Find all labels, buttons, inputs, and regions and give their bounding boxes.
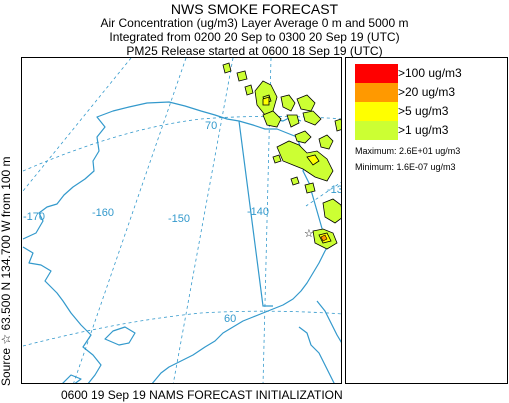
lat-label-60: 60 [224,313,236,325]
minimum-value: Minimum: 1.6E-07 ug/m3 [355,162,456,172]
smoke-map: ☆ -170 -160 -150 -140 -130 70 60 [21,57,342,384]
integration-period: Integrated from 0200 20 Sep to 0300 20 S… [109,30,400,44]
source-location-text: Source ☆ 63.500 N 134.700 W from 100 m [0,156,13,386]
legend-label-100: >100 ug/m3 [398,66,462,80]
source-star-icon: ☆ [304,227,314,240]
smoke-core [262,96,332,244]
legend-label-5: >5 ug/m3 [398,104,449,118]
legend: >100 ug/m3 >20 ug/m3 >5 ug/m3 >1 ug/m3 M… [345,57,508,384]
legend-swatch-1 [355,121,398,140]
legend-label-1: >1 ug/m3 [398,123,449,137]
smoke-peak [320,234,328,242]
smoke-plumes [222,62,341,250]
lon-label-160: -160 [92,207,114,219]
legend-label-20: >20 ug/m3 [398,85,456,99]
map-canvas: ☆ -170 -160 -150 -140 -130 70 60 [22,58,342,383]
release-info: PM25 Release started at 0600 18 Sep 19 (… [126,44,383,58]
lon-label-170: -170 [23,211,45,223]
legend-swatch-5 [355,102,398,121]
legend-swatch-100 [355,64,398,83]
lon-label-150: -150 [168,213,190,225]
maximum-value: Maximum: 2.6E+01 ug/m3 [355,146,461,156]
initialization-label: 0600 19 Sep 19 NAMS FORECAST INITIALIZAT… [61,388,343,402]
forecast-title: NWS SMOKE FORECAST [170,1,339,17]
legend-swatch-20 [355,83,398,102]
lat-label-70: 70 [205,120,217,132]
lon-label-140: -140 [247,206,269,218]
lon-label-130: -130 [327,184,342,196]
latitude-lines [22,115,341,347]
border-line [238,120,273,307]
concentration-subtitle: Air Concentration (ug/m3) Layer Average … [100,16,409,30]
